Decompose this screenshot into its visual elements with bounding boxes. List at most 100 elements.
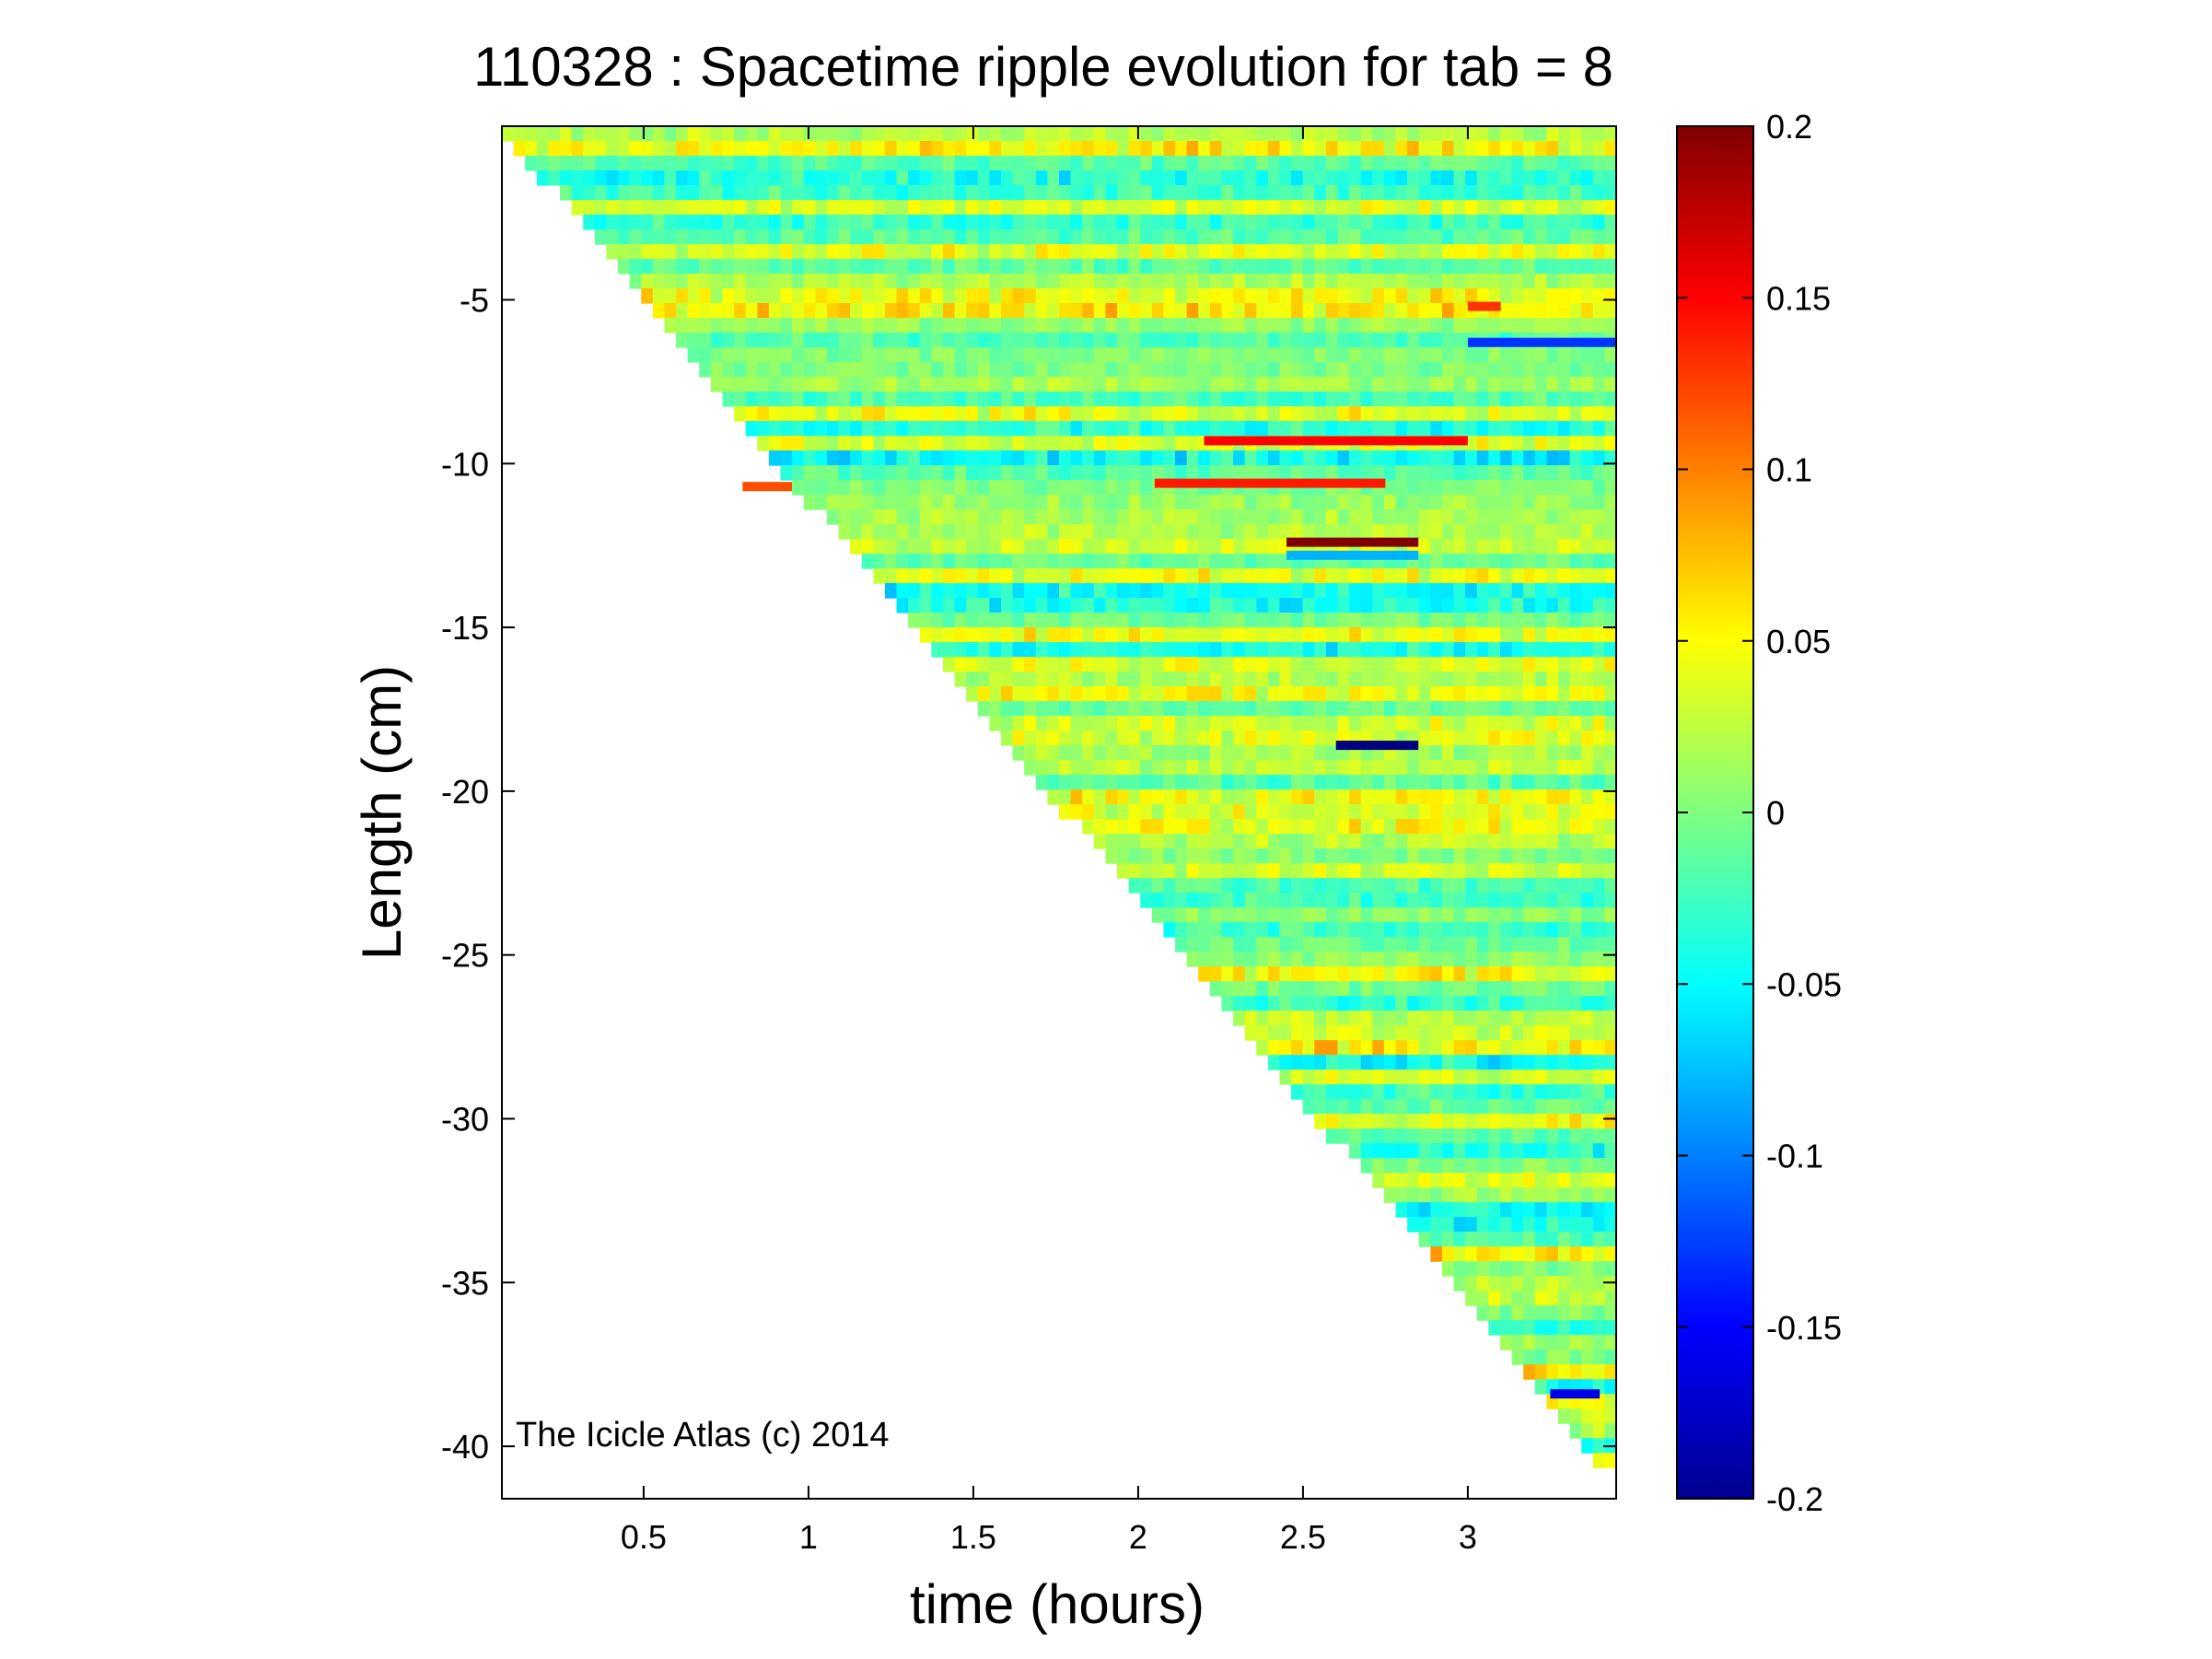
heatmap-cell [1279,642,1292,658]
heatmap-cell [1256,804,1269,820]
heatmap-cell [1244,893,1257,908]
heatmap-cell [803,495,816,510]
heatmap-cell [792,200,805,216]
heatmap-cell [1233,554,1246,569]
heatmap-cell [1012,745,1025,761]
heatmap-cell [1407,1114,1420,1129]
heatmap-cell [780,421,793,437]
heatmap-cell [1476,377,1489,392]
heatmap-cell [873,377,886,392]
heatmap-cell [745,244,758,260]
heatmap-cell [1140,657,1153,672]
heatmap-cell [1314,170,1327,186]
heatmap-cell [838,200,851,216]
heatmap-cell [1302,465,1315,481]
heatmap-cell [768,170,782,186]
heatmap-cell [1488,568,1501,584]
heatmap-cell [560,141,573,157]
heatmap-cell [1499,598,1513,613]
heatmap-cell [1592,848,1605,864]
heatmap-cell [919,568,932,584]
heatmap-cell [1592,907,1605,923]
heatmap-cell [1163,229,1176,245]
heatmap-streak [1550,1389,1601,1399]
heatmap-cell [1325,524,1339,540]
heatmap-cell [1453,200,1466,216]
heatmap-cell [1569,937,1582,952]
heatmap-cell [1337,598,1350,613]
heatmap-cell [1000,347,1014,363]
heatmap-cell [1175,657,1188,672]
heatmap-cell [1244,391,1257,407]
heatmap-cell [1337,200,1350,216]
heatmap-cell [1267,126,1281,142]
heatmap-cell [1604,1069,1617,1085]
heatmap-cell [1569,1114,1582,1129]
heatmap-cell [1581,1069,1594,1085]
heatmap-cell [1209,863,1223,879]
heatmap-cell [1557,657,1571,672]
heatmap-cell [1082,362,1095,378]
heatmap-cell [1209,524,1223,540]
heatmap-cell [1082,185,1095,201]
heatmap-cell [1325,1040,1339,1056]
heatmap-cell [1082,686,1095,702]
heatmap-cell [1070,170,1083,186]
heatmap-cell [1360,377,1373,392]
heatmap-cell [1163,716,1176,731]
heatmap-cell [1325,303,1339,319]
heatmap-cell [1360,657,1373,672]
heatmap-cell [664,274,677,289]
heatmap-cell [676,229,689,245]
heatmap-cell [1128,627,1141,643]
heatmap-cell [780,141,793,157]
heatmap-cell [1523,450,1536,466]
heatmap-cell [1372,627,1385,643]
heatmap-cell [734,200,747,216]
heatmap-cell [1163,672,1176,687]
heatmap-cell [1441,215,1455,230]
heatmap-cell [664,303,677,319]
heatmap-cell [1499,1202,1513,1218]
heatmap-cell [1186,848,1199,864]
heatmap-cell [1151,391,1165,407]
heatmap-cell [1244,377,1257,392]
heatmap-cell [1256,981,1269,997]
heatmap-cell [1291,377,1304,392]
heatmap-cell [1349,686,1362,702]
heatmap-cell [1499,583,1513,599]
heatmap-cell [1267,229,1281,245]
heatmap-cell [1047,716,1060,731]
heatmap-cell [1534,450,1547,466]
heatmap-cell [687,156,700,171]
heatmap-cell [1093,760,1107,776]
heatmap-cell [1581,863,1594,879]
heatmap-cell [1256,952,1269,967]
heatmap-cell [710,362,724,378]
heatmap-cell [942,170,956,186]
heatmap-cell [1198,539,1211,555]
heatmap-cell [1337,333,1350,348]
heatmap-cell [1604,362,1617,378]
heatmap-cell [1349,524,1362,540]
heatmap-cell [1581,1408,1594,1424]
heatmap-cell [1186,775,1199,790]
heatmap-cell [1209,421,1223,437]
heatmap-cell [1198,672,1211,687]
heatmap-cell [1291,745,1304,761]
heatmap-cell [1349,1069,1362,1085]
heatmap-cell [1302,259,1315,275]
heatmap-cell [954,465,967,481]
heatmap-cell [815,303,828,319]
heatmap-cell [1511,421,1524,437]
heatmap-cell [1186,952,1199,967]
heatmap-cell [1581,377,1594,392]
heatmap-cell [1244,421,1257,437]
heatmap-cell [1534,657,1547,672]
heatmap-cell [1372,981,1385,997]
heatmap-cell [1569,391,1582,407]
heatmap-cell [1314,288,1327,304]
heatmap-cell [1325,141,1339,157]
heatmap-cell [815,436,828,451]
heatmap-cell [1337,391,1350,407]
